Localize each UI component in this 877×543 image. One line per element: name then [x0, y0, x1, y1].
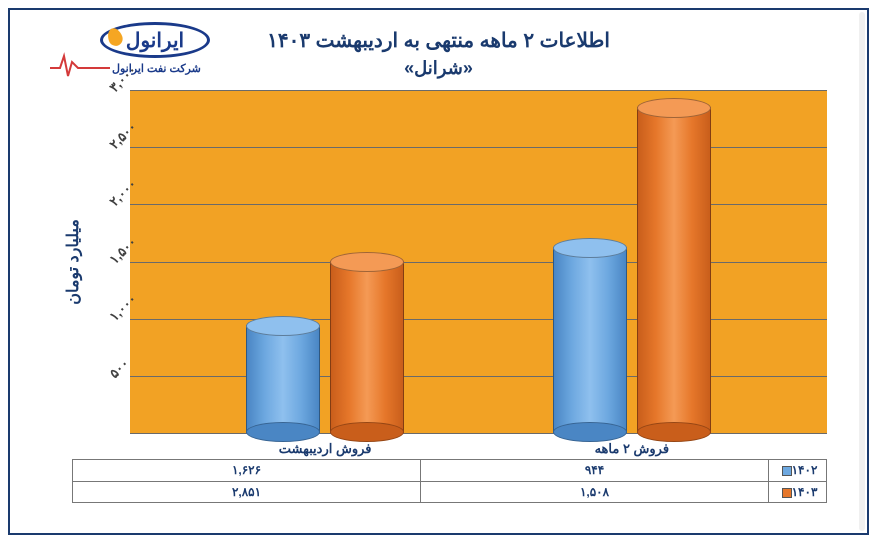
logo-brand-text: ایرانول — [126, 28, 184, 53]
bar-1-0 — [330, 261, 404, 433]
legend-cell: ۱۴۰۳ — [769, 481, 827, 503]
x-category-label: فروش اردیبهشت — [245, 441, 405, 457]
data-cell: ۱,۵۰۸ — [421, 481, 769, 503]
bar-1-1 — [637, 107, 711, 433]
chart-frame: ایرانول شرکت نفت ایرانول اطلاعات ۲ ماهه … — [8, 8, 869, 535]
data-table: ۱۴۰۲ ۹۴۴۱,۶۲۶ ۱۴۰۳ ۱,۵۰۸۲,۸۵۱ — [72, 459, 827, 503]
bar-0-1 — [553, 247, 627, 433]
ecg-icon — [50, 50, 110, 80]
legend-label: ۱۴۰۲ — [792, 463, 818, 477]
data-cell: ۱,۶۲۶ — [73, 460, 421, 482]
bar-0-0 — [246, 325, 320, 433]
data-cell: ۹۴۴ — [421, 460, 769, 482]
legend-label: ۱۴۰۳ — [792, 485, 818, 499]
table-row: ۱۴۰۳ ۱,۵۰۸۲,۸۵۱ — [73, 481, 827, 503]
table-row: ۱۴۰۲ ۹۴۴۱,۶۲۶ — [73, 460, 827, 482]
y-axis-label: میلیارد تومان — [63, 219, 83, 305]
logo-subtext: شرکت نفت ایرانول — [112, 62, 201, 75]
scrollbar-track[interactable] — [859, 12, 865, 531]
bars-layer: فروش اردیبهشتفروش ۲ ماهه — [130, 90, 827, 433]
y-axis-label-wrap: میلیارد تومان — [58, 90, 88, 433]
y-tick-label: ۵۰۰ — [106, 355, 132, 381]
chart-plot-area: ۵۰۰۱,۰۰۰۱,۵۰۰۲,۰۰۰۲,۵۰۰۳,۰۰۰ فروش اردیبه… — [130, 90, 827, 433]
legend-cell: ۱۴۰۲ — [769, 460, 827, 482]
data-cell: ۲,۸۵۱ — [73, 481, 421, 503]
legend-swatch — [782, 488, 792, 498]
x-category-label: فروش ۲ ماهه — [552, 441, 712, 457]
data-table-zone: ۱۴۰۲ ۹۴۴۱,۶۲۶ ۱۴۰۳ ۱,۵۰۸۲,۸۵۱ — [72, 459, 827, 503]
legend-swatch — [782, 466, 792, 476]
company-logo: ایرانول شرکت نفت ایرانول — [50, 20, 210, 80]
